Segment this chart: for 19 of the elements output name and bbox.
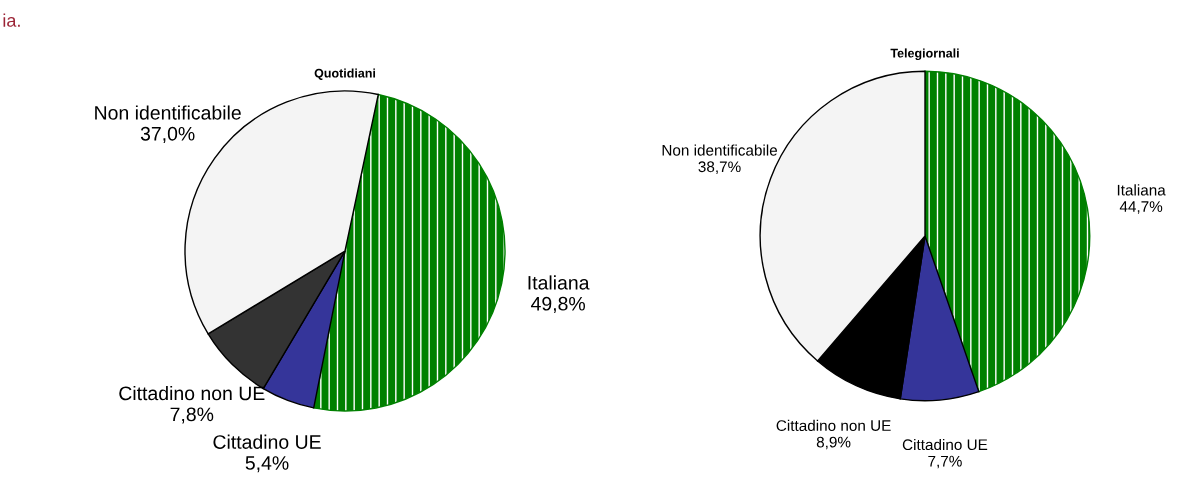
data-label: 8,9%: [816, 436, 851, 450]
data-label: 7,7%: [928, 455, 962, 469]
slice-label: Italiana: [1117, 184, 1166, 196]
data-label: 38,7%: [698, 161, 741, 174]
text: ia.: [3, 13, 20, 27]
data-label: 49,8%: [531, 296, 585, 313]
slice-label: Cittadino UE: [902, 438, 988, 451]
chart-title: Quotidiani: [314, 68, 376, 80]
slice-label: Cittadino UE: [213, 434, 321, 449]
data-label: 44,7%: [1119, 201, 1163, 214]
slice-label: Italiana: [528, 275, 590, 290]
data-label: 37,0%: [140, 126, 195, 143]
data-label: 7,8%: [170, 407, 214, 424]
slice-label: Cittadino non UE: [776, 419, 891, 432]
chart-title: Telegiornali: [890, 48, 959, 61]
data-label: 5,4%: [245, 456, 289, 473]
slice-label: Cittadino non UE: [119, 385, 265, 401]
slice-label: Non identificabile: [95, 105, 241, 120]
slice-label: Non identificabile: [662, 144, 778, 156]
